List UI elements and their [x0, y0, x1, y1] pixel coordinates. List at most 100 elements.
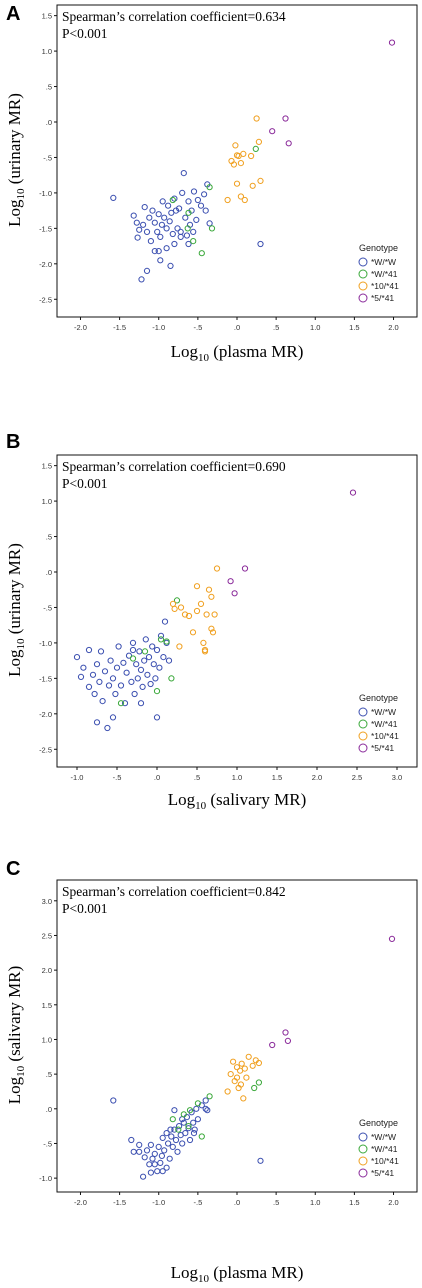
- data-point: [136, 226, 143, 233]
- data-point: [163, 245, 170, 252]
- p-value-annotation: P<0.001: [62, 476, 108, 491]
- data-point: [193, 607, 201, 615]
- data-point: [80, 664, 87, 671]
- data-point: [153, 714, 161, 721]
- data-point: [224, 1088, 231, 1095]
- data-point: [253, 115, 260, 122]
- series-541: [227, 489, 357, 597]
- data-point: [194, 1100, 201, 1107]
- data-point: [110, 194, 117, 201]
- legend-marker: [358, 269, 368, 279]
- data-point: [155, 211, 162, 218]
- data-point: [157, 233, 164, 240]
- data-point: [202, 1097, 209, 1104]
- data-point: [183, 232, 190, 239]
- legend-entry-label: *W/*W: [371, 257, 396, 267]
- data-point: [180, 1119, 187, 1126]
- legend-entry-label: *10/*41: [371, 731, 399, 741]
- data-point: [206, 1093, 213, 1100]
- data-point: [238, 1060, 245, 1067]
- data-point: [171, 1126, 178, 1133]
- data-point: [349, 489, 357, 496]
- series-ww: [110, 170, 264, 283]
- data-point: [130, 1148, 137, 1155]
- legend-entry-label: *5/*41: [371, 1168, 394, 1178]
- data-point: [149, 207, 156, 214]
- panel-letter: A: [6, 3, 20, 25]
- x-axis-label-subscript: 10: [195, 800, 207, 812]
- x-axis-label-subscript: 10: [198, 352, 210, 364]
- y-axis-label-text: (urinary MR): [5, 543, 24, 638]
- data-point: [249, 182, 256, 189]
- x-tick-label: 2.0: [312, 773, 322, 782]
- series-541: [269, 39, 396, 147]
- data-point: [152, 675, 159, 682]
- x-tick-label: -.5: [193, 1198, 202, 1207]
- data-point: [163, 1164, 170, 1171]
- y-tick-label: 2.0: [42, 966, 52, 975]
- data-point: [241, 196, 248, 204]
- data-point: [232, 142, 239, 149]
- panel-a: A -2.0 -1.5 -1.0 -.5 .0 .5 1.0 1.5 2.0 -2.5 -2.0 -1.…: [5, 3, 418, 364]
- data-point: [240, 150, 247, 157]
- data-point: [190, 188, 198, 195]
- data-point: [285, 140, 292, 147]
- data-point: [193, 583, 201, 590]
- data-point: [136, 1148, 143, 1155]
- data-point: [213, 565, 221, 572]
- data-point: [237, 1081, 244, 1088]
- data-point: [104, 724, 111, 732]
- data-point: [198, 1133, 205, 1140]
- x-tick-label: .5: [194, 773, 200, 782]
- data-point: [93, 719, 101, 726]
- data-point: [186, 1107, 194, 1114]
- x-tick-label: -1.0: [152, 1198, 165, 1207]
- data-point: [101, 668, 109, 675]
- x-tick-label: -2.0: [74, 1198, 87, 1207]
- data-point: [230, 1058, 237, 1065]
- data-point: [245, 1053, 252, 1060]
- data-point: [145, 654, 153, 661]
- y-tick-label: -2.5: [39, 745, 52, 754]
- data-point: [155, 1143, 162, 1151]
- data-point: [233, 1074, 241, 1081]
- x-tick-label: 1.0: [232, 773, 242, 782]
- legend-title: Genotype: [359, 1118, 398, 1128]
- legend-marker: [358, 257, 368, 267]
- data-point: [197, 202, 205, 209]
- x-tick-label: -1.0: [152, 323, 165, 332]
- data-point: [174, 225, 181, 232]
- data-point: [149, 643, 156, 650]
- data-point: [85, 646, 93, 654]
- y-tick-label: 1.0: [42, 1035, 52, 1044]
- data-point: [161, 618, 169, 625]
- data-point: [175, 1126, 182, 1133]
- x-tick-label: 1.5: [349, 1198, 359, 1207]
- data-point: [248, 152, 255, 160]
- data-point: [147, 238, 154, 245]
- data-point: [176, 1123, 183, 1130]
- x-tick-label: 2.0: [388, 323, 398, 332]
- data-point: [167, 1126, 174, 1133]
- data-point: [388, 39, 396, 46]
- legend-marker: [358, 1156, 368, 1166]
- data-point: [255, 1059, 262, 1067]
- panel-letter: B: [6, 431, 20, 453]
- data-point: [171, 195, 178, 202]
- data-point: [171, 240, 178, 248]
- data-point: [255, 138, 262, 145]
- data-point: [134, 234, 141, 241]
- y-tick-label: .5: [46, 1070, 52, 1079]
- data-point: [243, 1074, 250, 1081]
- data-point: [93, 661, 101, 668]
- legend-title: Genotype: [359, 693, 398, 703]
- data-point: [193, 1105, 200, 1112]
- data-point: [151, 1150, 158, 1158]
- data-point: [112, 690, 119, 698]
- data-point: [147, 1169, 154, 1176]
- y-tick-label: .0: [46, 568, 52, 577]
- data-point: [97, 648, 105, 655]
- x-tick-label: -1.5: [113, 323, 126, 332]
- data-point: [117, 700, 125, 707]
- data-point: [269, 128, 276, 135]
